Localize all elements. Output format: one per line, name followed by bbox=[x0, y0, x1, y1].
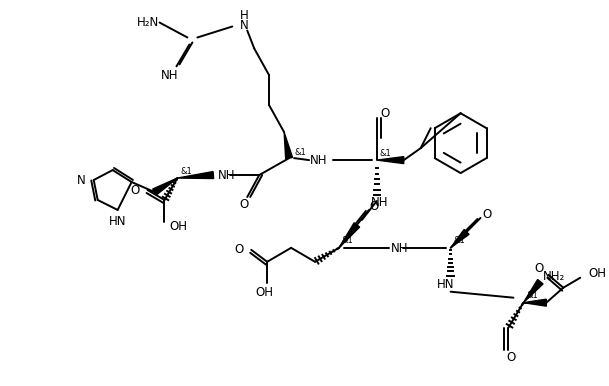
Text: &1: &1 bbox=[180, 167, 192, 176]
Text: &1: &1 bbox=[380, 149, 392, 157]
Polygon shape bbox=[523, 299, 546, 306]
Text: NH: NH bbox=[391, 242, 408, 255]
Polygon shape bbox=[284, 132, 292, 159]
Text: OH: OH bbox=[588, 267, 606, 280]
Text: O: O bbox=[234, 243, 243, 256]
Text: O: O bbox=[380, 107, 389, 120]
Text: &1: &1 bbox=[294, 147, 306, 157]
Text: OH: OH bbox=[169, 220, 188, 234]
Text: NH: NH bbox=[219, 169, 236, 181]
Text: NH₂: NH₂ bbox=[543, 270, 566, 283]
Text: O: O bbox=[130, 183, 139, 196]
Text: &1: &1 bbox=[342, 236, 354, 245]
Polygon shape bbox=[523, 279, 543, 303]
Text: &1: &1 bbox=[526, 291, 538, 300]
Polygon shape bbox=[153, 178, 177, 195]
Polygon shape bbox=[377, 157, 404, 164]
Polygon shape bbox=[339, 223, 360, 248]
Text: HN: HN bbox=[437, 278, 454, 291]
Text: NH: NH bbox=[371, 196, 389, 210]
Text: OH: OH bbox=[255, 286, 273, 299]
Text: O: O bbox=[534, 262, 543, 275]
Text: N: N bbox=[240, 19, 248, 32]
Text: NH: NH bbox=[161, 69, 178, 82]
Text: O: O bbox=[507, 351, 516, 364]
Text: N: N bbox=[77, 174, 86, 186]
Text: O: O bbox=[482, 208, 491, 222]
Text: NH: NH bbox=[310, 154, 328, 167]
Text: O: O bbox=[239, 198, 249, 212]
Text: H₂N: H₂N bbox=[136, 16, 159, 29]
Polygon shape bbox=[177, 172, 214, 179]
Text: H: H bbox=[240, 9, 248, 22]
Text: O: O bbox=[369, 200, 378, 213]
Text: &1: &1 bbox=[454, 236, 465, 245]
Text: HN: HN bbox=[109, 215, 127, 229]
Polygon shape bbox=[451, 229, 469, 248]
